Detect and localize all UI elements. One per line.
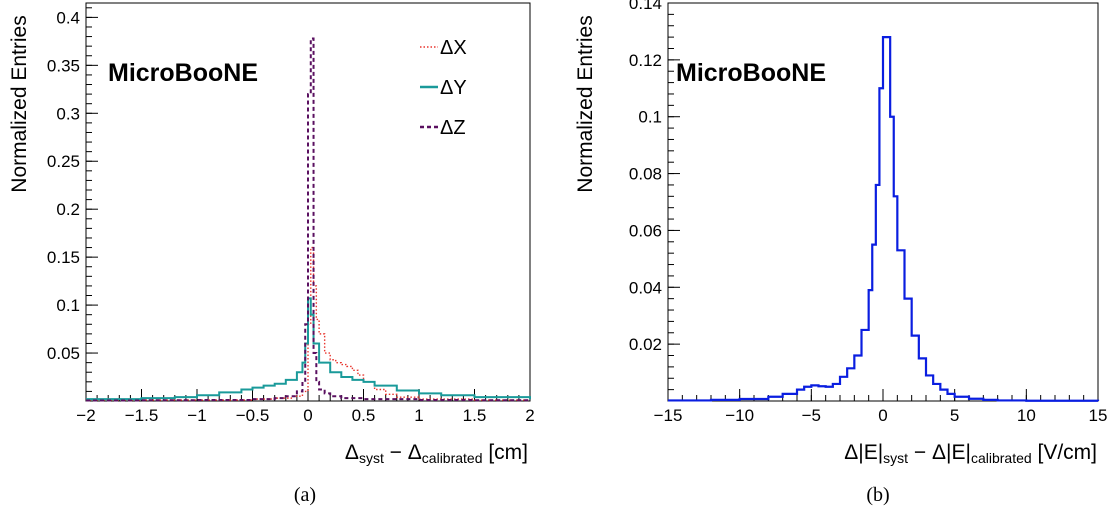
panel-b-y-label: Normalized Entries: [574, 15, 597, 192]
legend-label-1: ΔY: [440, 77, 467, 99]
panel-a-x-tick-label: 1: [414, 406, 423, 425]
panel-a: 0.05 0.1 0.15 0.2 0.25 0.3 0.35 0.4 −2 −1.5 −1 −0.…: [8, 2, 535, 506]
legend-label-2: ΔZ: [440, 117, 466, 139]
panel-b-y-tick-label: 0.06: [629, 221, 662, 240]
panel-a-x-tick-label: 0: [303, 406, 312, 425]
panel-a-y-tick-label: 0.35: [47, 56, 80, 75]
panel-b-x-label-sub2: calibrated: [971, 450, 1032, 466]
panel-a-x-label: Δsyst − Δcalibrated [cm]: [345, 441, 528, 466]
panel-a-caption: (a): [294, 484, 316, 506]
panel-a-y-tick-label: 0.4: [56, 8, 80, 27]
panel-a-x-label-sub2: calibrated: [422, 450, 483, 466]
panel-b-caption: (b): [866, 484, 889, 506]
panel-b-y-tick-label: 0.02: [629, 335, 662, 354]
panel-a-x-tick-label: 2: [525, 406, 534, 425]
panel-b-x-label: Δ|E|syst − Δ|E|calibrated [V/cm]: [844, 441, 1097, 466]
panel-b-series: [668, 36, 1100, 402]
panel-a-x-tick-label: −1: [187, 406, 206, 425]
panel-b-x-label-mid: − Δ|E|: [908, 441, 971, 464]
panel-a-series: [86, 37, 531, 402]
panel-b: 0.02 0.04 0.06 0.08 0.1 0.12 0.14 −15 −10 −5 0 5 10…: [574, 0, 1107, 506]
panel-a-y-tick-label: 0.2: [56, 200, 80, 219]
panel-a-y-tick-label: 0.25: [47, 152, 80, 171]
panel-a-x-label-main: Δ: [345, 441, 359, 464]
panel-a-x-tick-label: 1.5: [463, 406, 487, 425]
panel-a-x-label-mid: − Δ: [384, 441, 422, 464]
panel-b-x-tick-label: −10: [725, 406, 754, 425]
panel-b-y-tick-label: 0.12: [629, 51, 662, 70]
panel-a-x-tick-label: −1.5: [125, 406, 159, 425]
panel-b-series-line-0: [668, 36, 1100, 402]
panel-b-annotation: MicroBooNE: [676, 59, 826, 87]
panel-a-x-label-sub1: syst: [359, 450, 384, 466]
panel-a-y-tick-label: 0.15: [47, 248, 80, 267]
panel-b-x-label-main: Δ|E|: [844, 441, 883, 464]
panel-b-y-tick-label: 0.04: [629, 278, 662, 297]
panel-b-x-tick-label: 0: [878, 406, 887, 425]
panel-a-y-tick-label: 0.05: [47, 344, 80, 363]
panel-b-y-tick-label: 0.1: [638, 108, 662, 127]
panel-a-series-line-2: [86, 37, 531, 402]
panel-b-x-tick-label: 10: [1017, 406, 1036, 425]
panel-b-x-tick-label: −15: [654, 406, 683, 425]
panel-b-x-label-sub1: syst: [883, 450, 908, 466]
panel-b-y-tick-label: 0.08: [629, 165, 662, 184]
panel-b-x-tick-label: 5: [950, 406, 959, 425]
panel-a-x-tick-label: −0.5: [236, 406, 270, 425]
legend-label-0: ΔX: [440, 37, 467, 59]
panel-b-y-ticks: 0.02 0.04 0.06 0.08 0.1 0.12 0.14: [629, 0, 680, 402]
panel-a-y-tick-label: 0.3: [56, 104, 80, 123]
panel-b-y-tick-label: 0.14: [629, 0, 662, 13]
panel-b-x-label-unit: [V/cm]: [1032, 441, 1097, 464]
panel-a-y-label: Normalized Entries: [8, 15, 31, 192]
panel-a-annotation: MicroBooNE: [108, 59, 258, 87]
panel-a-y-tick-label: 0.1: [56, 296, 80, 315]
panel-b-x-ticks: −15 −10 −5 0 5 10 15: [654, 389, 1108, 425]
panel-b-x-tick-label: 15: [1089, 406, 1108, 425]
panel-a-x-tick-label: 0.5: [352, 406, 376, 425]
panel-a-y-ticks: 0.05 0.1 0.15 0.2 0.25 0.3 0.35 0.4: [47, 7, 98, 402]
panel-a-x-label-unit: [cm]: [483, 441, 529, 464]
panel-a-legend: ΔX ΔY ΔZ: [420, 37, 467, 139]
panel-a-x-tick-label: −2: [76, 406, 95, 425]
panel-b-x-tick-label: −5: [802, 406, 821, 425]
